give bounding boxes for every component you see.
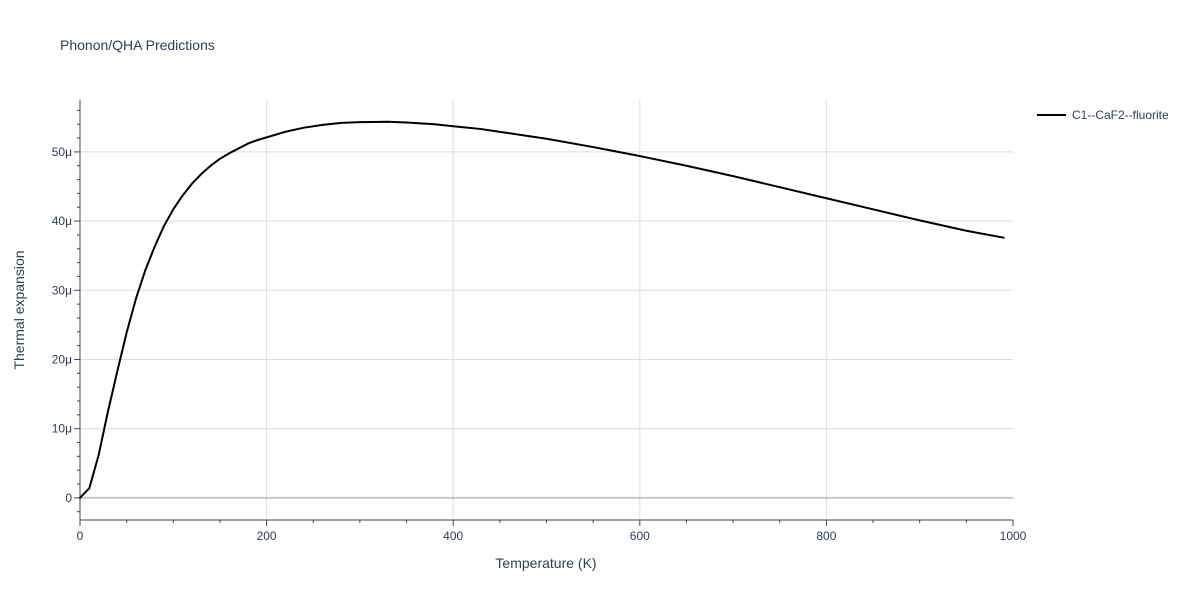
y-tick-label: 10μ xyxy=(52,422,72,436)
x-tick-label: 1000 xyxy=(1000,529,1027,543)
chart-title: Phonon/QHA Predictions xyxy=(60,37,215,53)
x-tick-label: 400 xyxy=(443,529,463,543)
y-axis-ticks: 0 10μ 20μ 30μ 40μ 50μ xyxy=(52,109,80,513)
x-axis-title: Temperature (K) xyxy=(495,555,596,571)
x-tick-label: 800 xyxy=(816,529,836,543)
x-axis-ticks: 0 200 400 600 800 1000 xyxy=(77,520,1027,543)
y-tick-label: 30μ xyxy=(52,283,72,297)
legend-label-c1-caf2-fluorite[interactable]: C1--CaF2--fluorite xyxy=(1072,108,1169,122)
y-gridlines xyxy=(80,151,1013,430)
x-tick-label: 200 xyxy=(257,529,277,543)
x-tick-label: 600 xyxy=(630,529,650,543)
x-tick-label: 0 xyxy=(77,529,84,543)
y-tick-label: 20μ xyxy=(52,352,72,366)
y-tick-label: 0 xyxy=(65,491,72,505)
series-layer xyxy=(79,120,1005,499)
y-tick-label: 50μ xyxy=(52,145,72,159)
y-axis-title: Thermal expansion xyxy=(11,250,27,369)
legend[interactable]: C1--CaF2--fluorite xyxy=(1037,108,1169,122)
y-tick-label: 40μ xyxy=(52,214,72,228)
series-line-c1-caf2-fluorite[interactable] xyxy=(79,120,1005,499)
x-gridlines xyxy=(266,100,827,520)
